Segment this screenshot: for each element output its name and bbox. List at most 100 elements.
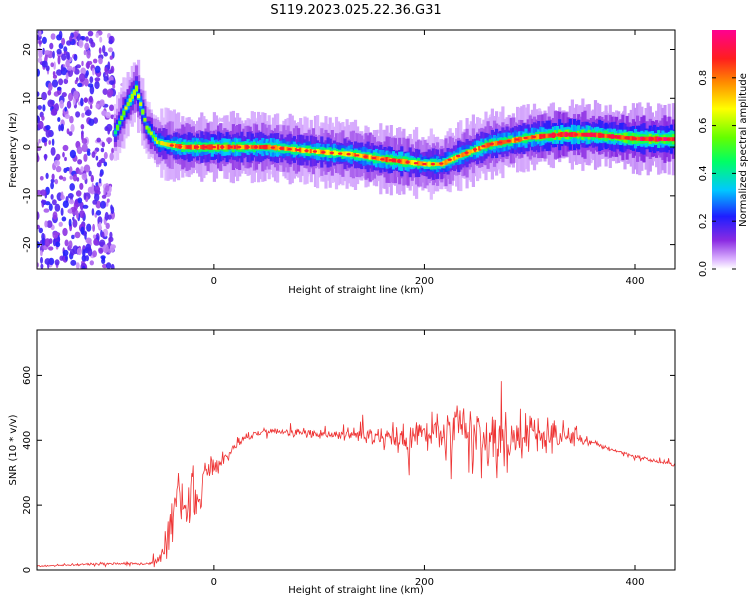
noise-blob: [73, 90, 79, 100]
noise-blob: [44, 238, 51, 247]
ridge-cell: [484, 143, 488, 149]
noise-blob: [101, 110, 107, 116]
ridge-cell: [661, 137, 665, 142]
noise-blob: [93, 238, 98, 245]
ridge-peak: [632, 137, 638, 140]
ridge-cell: [511, 137, 515, 143]
ridge-cell: [400, 158, 404, 164]
noise-blob: [42, 47, 45, 56]
noise-blob: [38, 40, 43, 45]
colorbar-tick-label: 0.4: [698, 165, 709, 181]
noise-blob: [107, 88, 114, 97]
noise-blob: [40, 189, 47, 196]
ridge-peak: [615, 136, 621, 139]
ridge-cell: [134, 85, 139, 92]
noise-blob: [93, 58, 98, 64]
noise-blob: [37, 211, 40, 221]
ridge-peak: [506, 139, 511, 143]
ridge-cell: [410, 160, 414, 165]
ridge-cell: [368, 154, 372, 160]
noise-blob: [92, 250, 97, 258]
noise-blob: [103, 187, 106, 196]
noise-blob: [105, 262, 112, 269]
noise-blob: [40, 263, 44, 269]
snr-series-line: [37, 381, 675, 568]
noise-blob: [55, 153, 61, 161]
noise-blob: [37, 262, 40, 268]
noise-blob: [81, 173, 88, 181]
noise-blob: [68, 199, 75, 205]
speckle: [590, 159, 593, 164]
snr-panel: 0 200 400 0 200 400 600 Height of straight lin…: [8, 329, 676, 596]
noise-blob: [97, 216, 103, 225]
ridge-cell: [217, 144, 221, 150]
noise-blob: [102, 263, 108, 269]
figure-title: S119.2023.025.22.36.G31: [270, 3, 441, 18]
noise-blob: [94, 81, 100, 90]
noise-blob: [109, 55, 114, 60]
noise-blob: [72, 173, 78, 182]
ridge-cell: [332, 150, 336, 156]
ridge-cell: [118, 120, 122, 125]
ridge-cell: [427, 161, 431, 167]
noise-blob: [51, 79, 59, 88]
noise-blob: [37, 142, 40, 147]
noise-blob: [68, 131, 73, 137]
noise-blob: [57, 55, 61, 65]
noise-blob: [100, 147, 105, 153]
ridge-cell: [526, 136, 530, 140]
ridge-cell: [301, 147, 305, 154]
noise-blob: [91, 151, 96, 158]
noise-blob: [102, 45, 106, 54]
ridge-cell: [208, 144, 212, 150]
ridge-cell: [408, 160, 412, 165]
ridge-peak: [169, 144, 174, 147]
noise-blob: [106, 137, 113, 143]
ridge-cell: [276, 146, 280, 150]
noise-blob: [70, 259, 77, 266]
noise-blob: [81, 112, 85, 118]
noise-blob: [69, 35, 73, 42]
ridge-peak: [540, 134, 545, 138]
ridge-cell: [551, 132, 555, 138]
noise-blob: [47, 99, 54, 108]
ridge-cell: [444, 159, 448, 165]
noise-blob: [94, 193, 100, 202]
noise-blob: [68, 218, 72, 227]
noise-blob: [58, 78, 64, 86]
spectrogram-heatmap: [37, 30, 675, 269]
noise-blob: [110, 204, 113, 211]
ridge-cell: [326, 149, 330, 156]
x-tick-label: 200: [415, 276, 434, 287]
ridge-cell: [543, 133, 547, 139]
ridge-peak: [649, 137, 654, 141]
ridge-cell: [480, 145, 484, 150]
noise-blob: [50, 147, 56, 156]
y-tick-label: -20: [22, 236, 33, 252]
ridge-cell: [537, 134, 541, 140]
ridge-cell: [602, 133, 606, 138]
spectrogram-panel: 0 200 400 -20 -10 0 10 20 Height of straight li…: [8, 29, 676, 296]
noise-blob: [65, 72, 69, 80]
noise-blob: [93, 185, 101, 194]
noise-blob: [54, 178, 59, 185]
colorbar-tick-label: 0.6: [698, 118, 709, 134]
noise-blob: [88, 95, 93, 103]
noise-blob: [64, 239, 69, 247]
ridge-cell: [463, 152, 467, 156]
noise-blob: [75, 111, 81, 118]
ridge-cell: [198, 145, 202, 150]
noise-blob: [101, 194, 107, 199]
noise-blob: [85, 61, 91, 69]
noise-blob: [84, 111, 90, 116]
ridge-peak: [573, 133, 579, 136]
ridge-cell: [341, 151, 345, 156]
noise-blob: [61, 92, 67, 98]
ridge-cell: [318, 149, 322, 154]
y-tick-label: -10: [22, 188, 33, 204]
noise-blob: [46, 220, 53, 229]
ridge-cell: [604, 133, 608, 139]
x-tick-label: 400: [625, 276, 644, 287]
noise-blob: [58, 30, 63, 39]
ridge-peak: [641, 137, 646, 141]
